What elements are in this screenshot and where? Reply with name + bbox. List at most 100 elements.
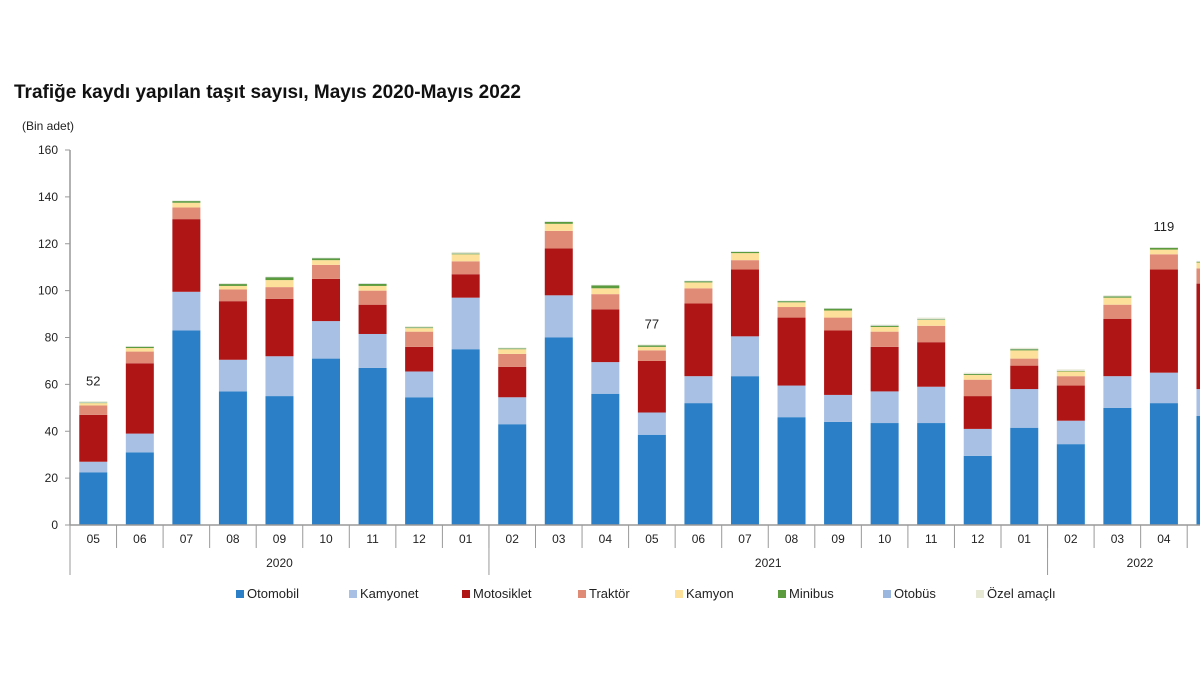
bar-segment-kamyon [730, 253, 759, 261]
x-tick-label: 10 [319, 532, 333, 546]
year-label: 2020 [266, 556, 293, 570]
bar-segment-kamyonet [218, 359, 247, 392]
bar-segment-traktör [79, 405, 108, 415]
bar-segment-otomobil [172, 330, 201, 525]
bar-segment-özel-amaçlı [218, 283, 247, 284]
bar-segment-otomobil [265, 396, 294, 525]
bar-segment-otomobil [824, 421, 853, 525]
bar-segment-motosiklet [172, 219, 201, 292]
x-tick-label: 08 [785, 532, 799, 546]
bar-segment-özel-amaçlı [637, 344, 666, 346]
x-tick-label: 01 [1018, 532, 1032, 546]
x-tick-label: 10 [878, 532, 892, 546]
bar-segment-minibus [218, 284, 247, 286]
legend-label: Traktör [589, 586, 630, 601]
bar-segment-motosiklet [265, 298, 294, 357]
bar-segment-özel-amaçlı [870, 324, 899, 326]
x-tick-label: 11 [366, 532, 379, 546]
bar-segment-kamyonet [1196, 389, 1200, 417]
bar-segment-motosiklet [358, 304, 387, 334]
bar-segment-minibus [405, 327, 434, 329]
bar-segment-otomobil [684, 403, 713, 525]
bar-segment-minibus [591, 285, 620, 289]
bar-segment-kamyonet [544, 295, 573, 338]
x-tick-label: 09 [273, 532, 287, 546]
bar-segment-minibus [777, 301, 806, 303]
bar-segment-kamyon [312, 260, 341, 265]
bar-segment-kamyon [917, 319, 946, 326]
bar-segment-motosiklet [1010, 365, 1039, 390]
bar-segment-otomobil [358, 367, 387, 525]
bar-segment-minibus [1149, 247, 1178, 250]
x-tick-label: 02 [506, 532, 520, 546]
bar-segment-kamyon [963, 375, 992, 380]
bar-segment-minibus [172, 201, 201, 203]
legend-swatch [349, 590, 357, 598]
bar-segment-kamyonet [963, 428, 992, 456]
bar-segment-kamyon [544, 223, 573, 231]
bar-segment-kamyon [1196, 262, 1200, 269]
bar-segment-kamyonet [777, 385, 806, 418]
x-tick-label: 04 [1157, 532, 1171, 546]
legend-label: Kamyonet [360, 586, 419, 601]
bar-segment-özel-amaçlı [79, 401, 108, 403]
chart-title: Trafiğe kaydı yapılan taşıt sayısı, Mayı… [14, 82, 521, 103]
bar-segment-kamyon [870, 326, 899, 332]
bar-segment-kamyon [358, 285, 387, 291]
legend-label: Otomobil [247, 586, 299, 601]
y-tick-label: 0 [51, 518, 58, 532]
bar-segment-kamyon [637, 346, 666, 351]
bar-segment-motosiklet [312, 278, 341, 322]
bar-segment-otomobil [312, 358, 341, 525]
bar-segment-kamyonet [730, 336, 759, 377]
bar-segment-traktör [591, 294, 620, 310]
bar-segment-otomobil [451, 349, 480, 525]
bar-segment-otomobil [1010, 427, 1039, 525]
bar-segment-kamyon [218, 285, 247, 290]
bar-segment-traktör [1056, 376, 1085, 386]
bar-segment-kamyon [498, 349, 527, 354]
legend-label: Minibus [789, 586, 834, 601]
x-tick-label: 11 [925, 532, 938, 546]
bar-segment-otomobil [591, 393, 620, 525]
x-tick-label: 02 [1064, 532, 1078, 546]
bar-segment-motosiklet [730, 269, 759, 337]
bar-segment-minibus [730, 251, 759, 254]
bar-segment-özel-amaçlı [1056, 369, 1085, 371]
bar-segment-traktör [312, 264, 341, 279]
data-label: 77 [645, 317, 659, 332]
x-tick-label: 12 [412, 532, 426, 546]
bar-segment-kamyon [451, 254, 480, 262]
bar-segment-traktör [498, 353, 527, 367]
bar-segment-kamyonet [1103, 376, 1132, 408]
bar-segment-traktör [218, 289, 247, 302]
bar-segment-traktör [777, 307, 806, 318]
bar-segment-motosiklet [824, 330, 853, 395]
bar-segment-traktör [917, 325, 946, 343]
bar-segment-özel-amaçlı [451, 251, 480, 254]
bar-segment-motosiklet [1196, 283, 1200, 390]
bar-segment-kamyon [1056, 371, 1085, 377]
bar-segment-traktör [870, 331, 899, 347]
bar-segment-minibus [637, 345, 666, 347]
bar-segment-traktör [358, 290, 387, 305]
bar-segment-kamyonet [79, 461, 108, 473]
year-label: 2022 [1127, 556, 1154, 570]
x-tick-label: 06 [133, 532, 147, 546]
x-tick-label: 07 [180, 532, 194, 546]
bar-segment-motosiklet [777, 317, 806, 386]
bar-segment-traktör [1103, 304, 1132, 319]
bar-segment-otomobil [1103, 407, 1132, 525]
bar-segment-kamyonet [824, 394, 853, 422]
bar-segment-kamyon [1149, 249, 1178, 255]
bar-segment-motosiklet [684, 303, 713, 377]
bar-segment-kamyon [79, 403, 108, 406]
bar-segment-özel-amaçlı [963, 372, 992, 374]
bar-segment-motosiklet [1103, 318, 1132, 377]
bar-segment-traktör [172, 207, 201, 220]
bar-segment-otomobil [870, 423, 899, 525]
bar-segment-kamyon [405, 328, 434, 332]
bar-segment-traktör [544, 230, 573, 249]
bar-segment-kamyonet [637, 412, 666, 435]
